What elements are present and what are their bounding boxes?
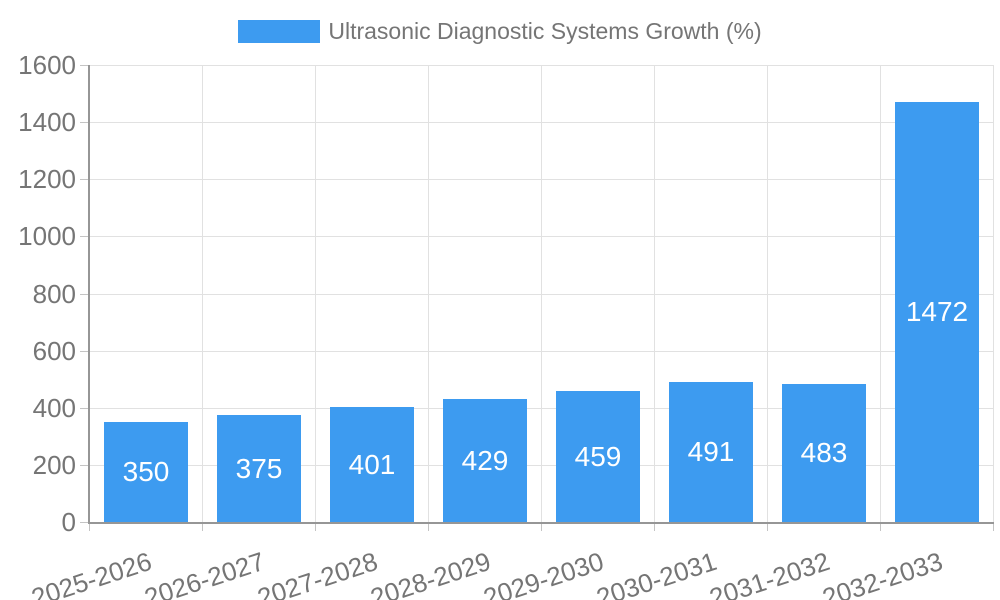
x-gridline <box>202 65 203 522</box>
bar-value-label: 375 <box>235 452 283 484</box>
y-tick-mark <box>80 408 89 409</box>
bar-value-label: 483 <box>800 437 848 468</box>
y-axis-label: 600 <box>32 336 76 366</box>
x-gridline <box>428 65 429 522</box>
bar[interactable]: 350 <box>104 422 188 522</box>
x-tick-mark <box>993 522 994 531</box>
x-axis-line <box>88 522 994 524</box>
bar-value-label: 459 <box>574 440 622 472</box>
bar-value-label: 491 <box>687 436 735 467</box>
bar-value-label: 429 <box>461 444 509 476</box>
x-tick-mark <box>202 522 203 531</box>
y-axis-line <box>88 65 90 522</box>
x-gridline <box>993 65 994 522</box>
y-axis-label: 1600 <box>18 50 76 80</box>
bar[interactable]: 401 <box>330 407 414 522</box>
y-tick-mark <box>80 465 89 466</box>
x-gridline <box>541 65 542 522</box>
x-tick-mark <box>428 522 429 531</box>
y-axis-label: 400 <box>32 393 76 423</box>
x-tick-mark <box>89 522 90 531</box>
bar-value-label: 350 <box>122 456 170 487</box>
x-tick-mark <box>654 522 655 531</box>
y-tick-mark <box>80 236 89 237</box>
y-axis-label: 0 <box>61 507 76 537</box>
y-axis-label: 200 <box>32 450 76 480</box>
y-tick-mark <box>80 122 89 123</box>
x-tick-mark <box>880 522 881 531</box>
x-tick-mark <box>315 522 316 531</box>
x-tick-mark <box>767 522 768 531</box>
y-axis-label: 1400 <box>18 107 76 137</box>
y-tick-mark <box>80 65 89 66</box>
legend-swatch <box>238 19 321 43</box>
bar[interactable]: 429 <box>443 399 527 522</box>
y-axis-label: 1000 <box>18 221 76 251</box>
y-tick-mark <box>80 522 89 523</box>
y-tick-mark <box>80 294 89 295</box>
x-gridline <box>315 65 316 522</box>
bar[interactable]: 1472 <box>895 102 979 522</box>
x-gridline <box>880 65 881 522</box>
x-tick-mark <box>541 522 542 531</box>
bar[interactable]: 491 <box>669 382 753 522</box>
y-tick-mark <box>80 179 89 180</box>
bar-value-label: 1472 <box>905 296 969 327</box>
bar[interactable]: 483 <box>782 384 866 522</box>
x-gridline <box>767 65 768 522</box>
legend[interactable]: Ultrasonic Diagnostic Systems Growth (%) <box>0 15 1000 47</box>
legend-label: Ultrasonic Diagnostic Systems Growth (%) <box>328 18 762 44</box>
x-gridline <box>654 65 655 522</box>
bar[interactable]: 375 <box>217 415 301 522</box>
bar-value-label: 401 <box>348 448 396 480</box>
y-axis-label: 1200 <box>18 164 76 194</box>
y-axis-label: 800 <box>32 279 76 309</box>
bar[interactable]: 459 <box>556 391 640 522</box>
y-tick-mark <box>80 351 89 352</box>
